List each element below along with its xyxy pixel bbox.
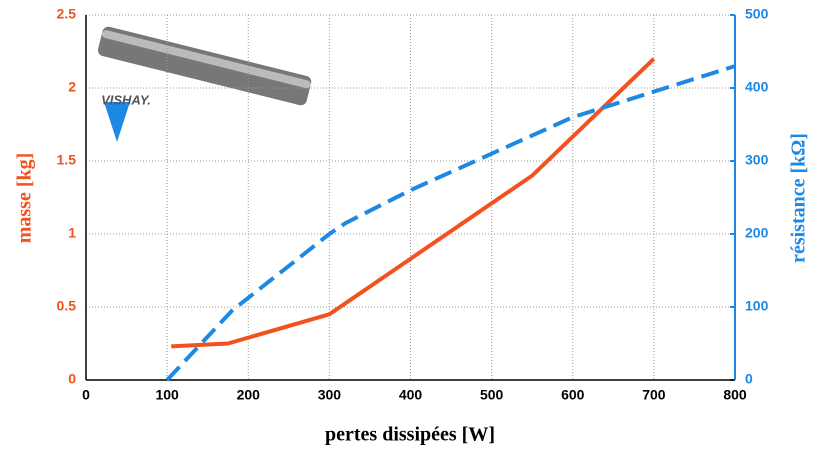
x-tick-label: 500 [480,387,504,403]
series-line [165,64,736,382]
product-image [97,26,312,142]
series-line [171,57,656,349]
y-tick-label: 2.5 [57,6,77,22]
y2-tick-label: 400 [745,79,769,95]
y2-tick-label: 200 [745,225,769,241]
x-tick-label: 200 [237,387,261,403]
y2-tick-label: 0 [745,371,753,387]
y-tick-label: 1 [68,225,76,241]
logo-text: VISHAY. [101,92,151,107]
y-axis-label: masse [kg] [14,153,36,244]
x-tick-label: 100 [155,387,179,403]
x-tick-label: 800 [723,387,747,403]
x-tick-label: 400 [399,387,423,403]
x-tick-label: 700 [642,387,666,403]
x-axis-label: pertes dissipées [W] [325,424,495,446]
y-tick-label: 0.5 [57,298,77,314]
x-tick-label: 300 [318,387,342,403]
x-tick-label: 0 [82,387,90,403]
y2-tick-label: 300 [745,152,769,168]
y-tick-label: 0 [68,371,76,387]
y-tick-label: 2 [68,79,76,95]
y-tick-label: 1.5 [57,152,77,168]
y2-tick-label: 100 [745,298,769,314]
y2-axis-label: résistance [kΩ] [788,133,810,263]
x-tick-label: 600 [561,387,585,403]
y2-tick-label: 500 [745,6,769,22]
